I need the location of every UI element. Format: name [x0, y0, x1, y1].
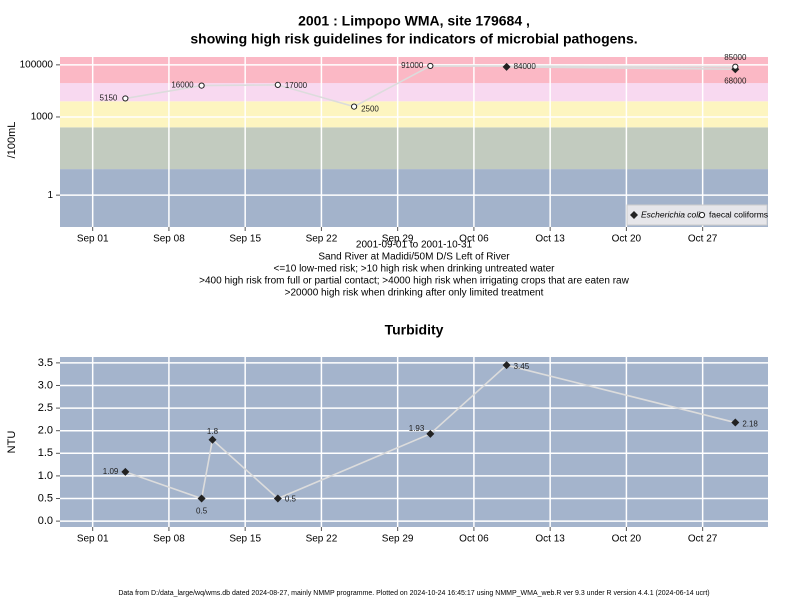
x-tick-label: Sep 01 — [77, 234, 109, 245]
value-label: 0.5 — [196, 507, 208, 516]
y-tick-label: 0.0 — [38, 515, 53, 527]
y-tick-label: 3.0 — [38, 379, 53, 391]
x-tick-label: Oct 06 — [459, 534, 489, 545]
note: >400 high risk from full or partial cont… — [199, 276, 629, 287]
x-tick-label: Sep 22 — [306, 234, 338, 245]
note: >20000 high risk when drinking after onl… — [285, 288, 544, 299]
data-point — [502, 62, 511, 71]
x-tick-label: Oct 20 — [612, 534, 642, 545]
x-tick-label: Sep 01 — [77, 534, 109, 545]
x-tick-label: Oct 20 — [612, 234, 642, 245]
value-label: 0.5 — [285, 495, 297, 504]
y-axis-label: /100mL — [6, 122, 18, 159]
value-label: 3.45 — [514, 362, 530, 371]
x-tick-label: Oct 06 — [459, 234, 489, 245]
value-label: 16000 — [171, 81, 194, 90]
value-label: 1.8 — [207, 427, 219, 436]
value-label: 91000 — [401, 61, 424, 70]
chart-title: showing high risk guidelines for indicat… — [190, 31, 637, 47]
x-tick-label: Oct 13 — [535, 534, 565, 545]
series-line — [125, 65, 736, 108]
y-tick-label: 100000 — [20, 59, 54, 70]
x-tick-label: Sep 08 — [153, 534, 185, 545]
y-tick-label: 1000 — [31, 112, 54, 123]
data-point — [732, 63, 739, 70]
data-point — [197, 494, 206, 503]
x-tick-label: Oct 27 — [688, 534, 718, 545]
risk-band — [60, 83, 768, 102]
x-tick-label: Sep 29 — [382, 234, 414, 245]
y-tick-label: 3.5 — [38, 357, 53, 369]
value-label: 68000 — [724, 76, 747, 85]
data-point — [427, 62, 434, 70]
chart-title: Turbidity — [385, 322, 444, 338]
chart-title: 2001 : Limpopo WMA, site 179684 , — [298, 13, 530, 29]
value-label: 1.93 — [409, 424, 425, 433]
legend-label: Escherichia coli — [641, 209, 701, 219]
x-tick-label: Sep 15 — [229, 534, 261, 545]
y-tick-label: 0.5 — [38, 492, 53, 504]
data-point — [122, 95, 129, 102]
legend-marker — [698, 211, 706, 219]
data-point — [426, 429, 435, 438]
data-point — [121, 467, 130, 476]
risk-band — [60, 127, 768, 170]
data-point — [198, 82, 205, 89]
legend — [626, 204, 768, 226]
value-label: 17000 — [285, 81, 308, 90]
y-tick-label: 2.5 — [38, 402, 53, 414]
note: <=10 low-med risk; >10 high risk when dr… — [274, 264, 556, 275]
y-axis-label: NTU — [6, 431, 18, 454]
x-tick-label: Sep 29 — [382, 534, 414, 545]
y-tick-label: 2.0 — [38, 425, 53, 437]
x-tick-label: Oct 27 — [688, 234, 718, 245]
y-tick-label: 1 — [47, 190, 53, 201]
legend-marker — [630, 211, 638, 219]
value-label: 1.09 — [103, 467, 119, 476]
plot-background — [60, 357, 768, 527]
footer: Data from D:/data_large/wq/wms.db dated … — [118, 590, 709, 597]
data-point — [273, 494, 282, 503]
value-label: 5150 — [100, 94, 118, 103]
note: 2001-09-01 to 2001-10-31 — [356, 240, 473, 251]
value-label: 85000 — [724, 53, 747, 62]
x-tick-label: Sep 08 — [153, 234, 185, 245]
data-point — [350, 103, 358, 110]
note: Sand River at Madidi/50M D/S Left of Riv… — [318, 252, 510, 263]
series-line — [506, 66, 736, 71]
risk-band — [60, 101, 768, 128]
x-tick-label: Sep 15 — [229, 234, 261, 245]
data-point — [208, 435, 217, 444]
x-tick-label: Sep 22 — [306, 534, 338, 545]
risk-band — [60, 57, 768, 84]
y-tick-label: 1.0 — [38, 470, 53, 482]
data-point — [274, 81, 281, 89]
x-tick-label: Oct 13 — [535, 234, 565, 245]
value-label: 2.18 — [742, 420, 758, 429]
data-point — [502, 361, 511, 370]
data-point — [731, 418, 740, 427]
y-tick-label: 1.5 — [38, 447, 53, 459]
value-label: 84000 — [514, 62, 537, 71]
value-label: 2500 — [361, 105, 379, 114]
legend-label: faecal coliforms — [709, 209, 768, 219]
